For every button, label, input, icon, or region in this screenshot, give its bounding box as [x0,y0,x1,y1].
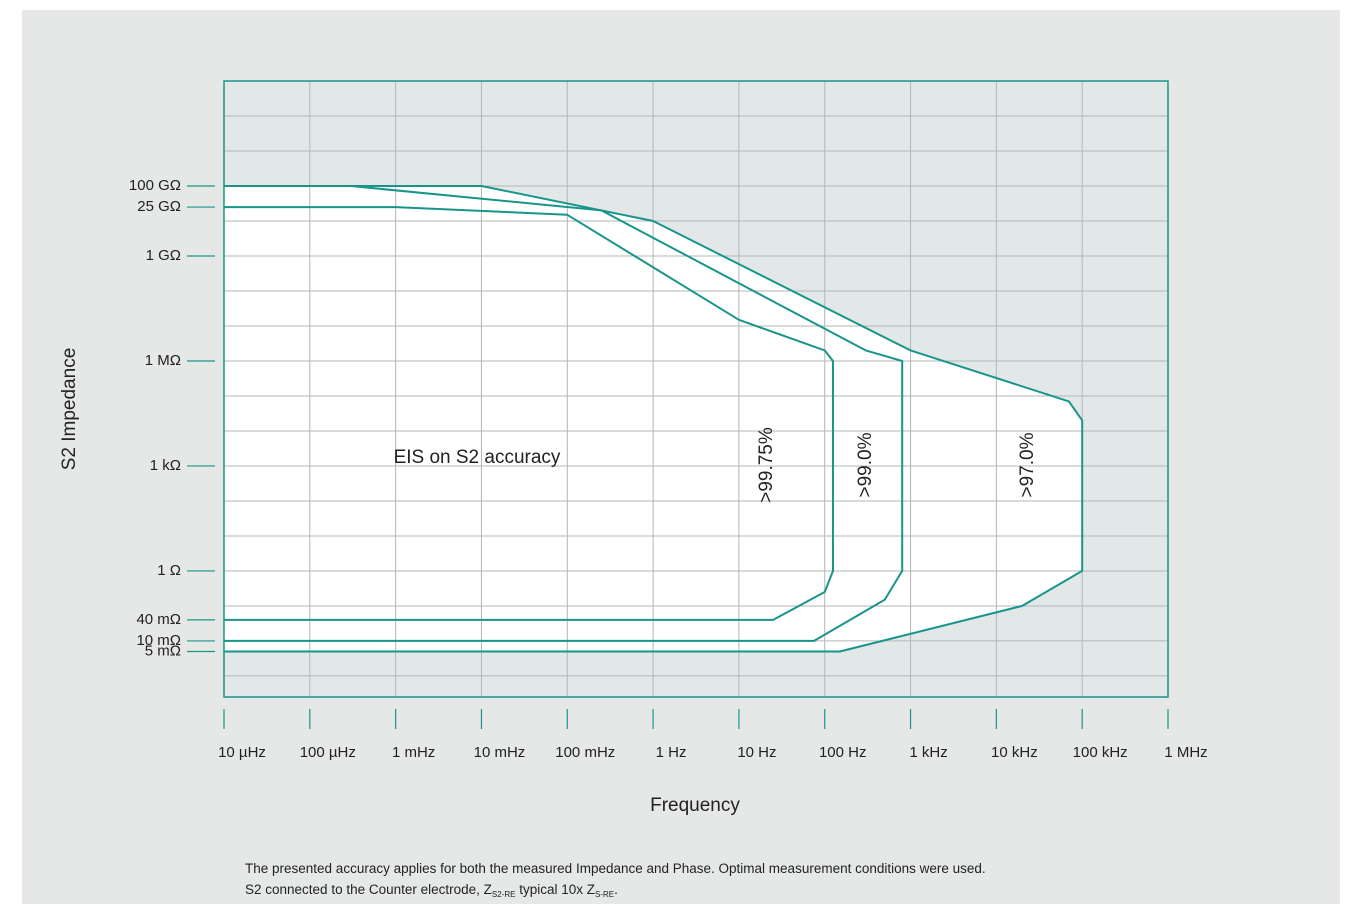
plot-frame [223,80,1169,698]
accuracy-curves [224,185,1084,653]
chart-svg: 100 GΩ 25 GΩ 1 GΩ 1 MΩ 1 kΩ 1 Ω 40 mΩ 10 mΩ5 mΩ… [59,80,1208,816]
annotation-eis: EIS on S2 accuracy [394,447,561,468]
x-tick-label: 10 Hz [737,744,776,761]
y-tick-label: 100 GΩ [129,177,181,194]
x-tick-label: 10 µHz [218,744,266,761]
series-boundary-3 [224,185,1084,653]
y-tick-label: 40 mΩ [136,611,181,628]
y-axis-ticks: 100 GΩ 25 GΩ 1 GΩ 1 MΩ 1 kΩ 1 Ω 40 mΩ 10 mΩ5 mΩ [129,177,215,659]
y-tick-label: 1 GΩ [146,247,181,264]
x-tick-label: 1 Hz [656,744,687,761]
footnote: The presented accuracy applies for both … [245,858,1245,905]
y-tick-label: 1 kΩ [150,457,181,474]
y-tick-label: 1 Ω [157,562,181,579]
footnote-line-1: The presented accuracy applies for both … [245,861,986,876]
series-label-3: >97.0% [1017,432,1038,497]
x-tick-label: 100 mHz [555,744,615,761]
y-tick-label: 5 mΩ [145,642,181,659]
y-axis-title: S2 Impedance [59,348,80,471]
x-tick-label: 10 kHz [991,744,1038,761]
x-tick-label: 100 Hz [819,744,867,761]
x-tick-label: 100 µHz [300,744,356,761]
y-tick-label: 10 mΩ [136,632,181,649]
x-tick-label: 1 kHz [909,744,947,761]
chart-panel: 100 GΩ 25 GΩ 1 GΩ 1 MΩ 1 kΩ 1 Ω 40 mΩ 10 mΩ 5 mΩ… [22,10,1340,904]
series-boundary-1 [224,206,834,621]
x-tick-label: 1 mHz [392,744,435,761]
x-axis-ticks: 10 µHz 100 µHz 1 mHz 10 mHz 100 mHz 1 Hz 10 Hz… [218,709,1208,761]
y-tick-label: 25 GΩ [137,198,181,215]
footnote-line-2: S2 connected to the Counter electrode, Z… [245,882,618,899]
x-tick-label: 10 mHz [474,744,526,761]
series-label-2: >99.0% [855,432,876,497]
series-label-1: >99.75% [756,427,777,503]
series-boundary-2 [224,185,904,642]
x-axis-title: Frequency [650,795,740,816]
y-tick-label: 1 MΩ [145,352,181,369]
x-tick-label: 1 MHz [1164,744,1207,761]
x-tick-label: 100 kHz [1073,744,1128,761]
